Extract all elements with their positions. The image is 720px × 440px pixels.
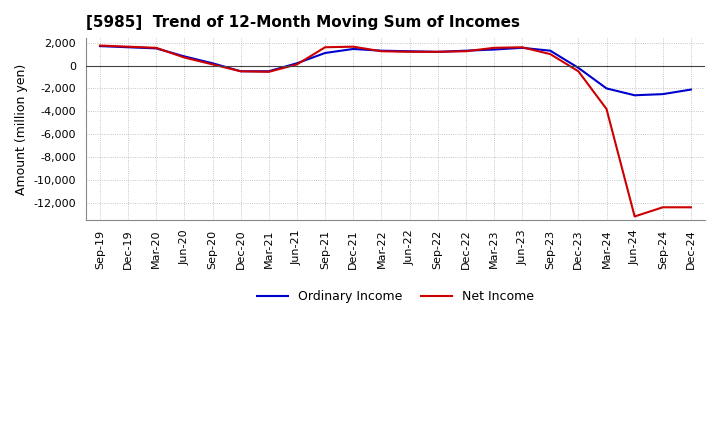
Ordinary Income [405,48,414,54]
Ordinary Income [124,44,132,50]
Y-axis label: Amount (million yen): Amount (million yen) [15,63,28,194]
Net Income [349,44,358,49]
Net Income [96,43,104,48]
Ordinary Income [180,54,189,59]
Net Income [208,62,217,67]
Net Income [602,106,611,112]
Line: Net Income: Net Income [100,46,691,216]
Ordinary Income [546,48,554,53]
Ordinary Income [602,86,611,91]
Net Income [518,44,526,50]
Ordinary Income [321,50,330,55]
Net Income [152,45,161,51]
Net Income [630,214,639,219]
Net Income [124,44,132,49]
Ordinary Income [292,61,301,66]
Net Income [377,48,386,54]
Net Income [462,48,470,54]
Ordinary Income [574,65,582,70]
Net Income [546,51,554,57]
Net Income [321,44,330,50]
Ordinary Income [236,69,245,74]
Ordinary Income [462,48,470,53]
Ordinary Income [152,46,161,51]
Ordinary Income [687,87,696,92]
Ordinary Income [518,45,526,51]
Legend: Ordinary Income, Net Income: Ordinary Income, Net Income [251,285,539,308]
Ordinary Income [208,61,217,66]
Net Income [405,49,414,55]
Ordinary Income [433,49,442,55]
Ordinary Income [490,47,498,52]
Net Income [687,205,696,210]
Ordinary Income [96,44,104,49]
Net Income [574,69,582,74]
Ordinary Income [264,69,273,74]
Net Income [490,45,498,51]
Net Income [659,205,667,210]
Net Income [292,62,301,67]
Net Income [180,55,189,60]
Ordinary Income [630,93,639,98]
Net Income [236,69,245,74]
Net Income [264,69,273,74]
Ordinary Income [349,46,358,51]
Line: Ordinary Income: Ordinary Income [100,46,691,95]
Text: [5985]  Trend of 12-Month Moving Sum of Incomes: [5985] Trend of 12-Month Moving Sum of I… [86,15,520,30]
Net Income [433,49,442,55]
Ordinary Income [377,48,386,53]
Ordinary Income [659,92,667,97]
